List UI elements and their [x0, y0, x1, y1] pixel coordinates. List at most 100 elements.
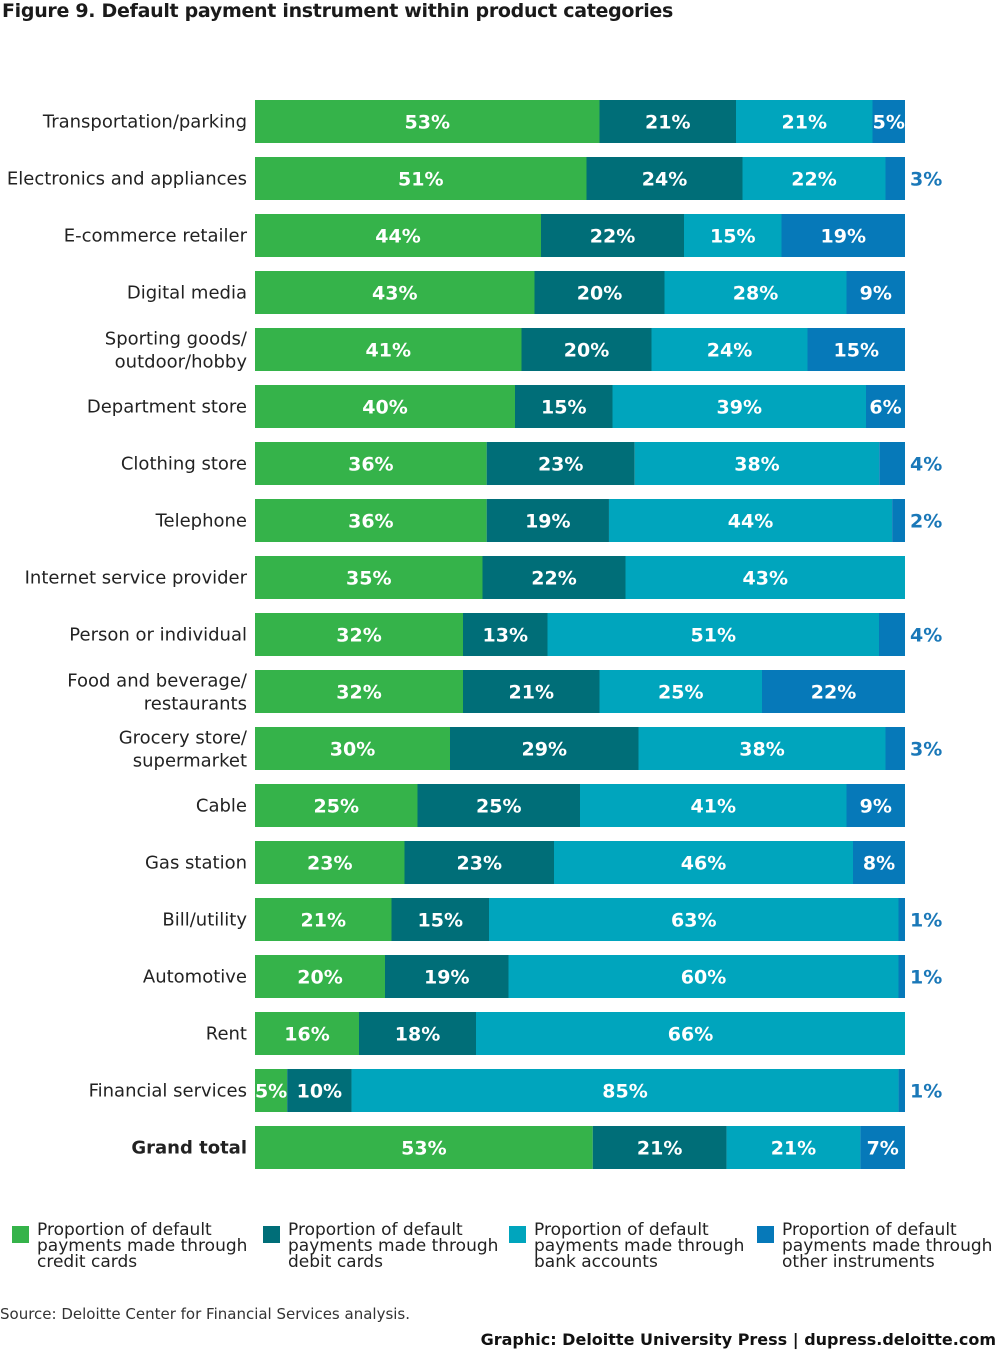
data-label-clothing-store-s0: 36%	[348, 454, 393, 476]
data-label-person-or-individual-s2: 51%	[691, 625, 736, 647]
bar-segment-sporting-goods-outdoor-hobby-s2	[651, 328, 808, 371]
data-label-cable-s2: 41%	[691, 796, 736, 818]
bar-segment-telephone-s2	[608, 499, 893, 542]
bar-segment-cable-s3	[846, 784, 905, 827]
data-label-telephone-s2: 44%	[728, 511, 773, 533]
data-label-telephone-s3: 2%	[910, 511, 942, 533]
data-label-clothing-store-s3: 4%	[910, 454, 942, 476]
legend-label-credit-cards: Proportion of default payments made thro…	[37, 1220, 248, 1272]
data-label-department-store-s0: 40%	[362, 397, 407, 419]
bar-segment-clothing-store-s3	[879, 442, 905, 485]
category-label-sporting-goods-outdoor-hobby: Sporting goods/outdoor/hobby	[105, 329, 248, 373]
category-label-person-or-individual: Person or individual	[69, 625, 247, 646]
data-label-department-store-s1: 15%	[541, 397, 586, 419]
bar-segment-grocery-store-supermarket-s0	[255, 727, 450, 770]
legend-label-other-instruments: Proportion of default payments made thro…	[782, 1220, 993, 1272]
legend-swatch-credit-cards	[12, 1226, 29, 1243]
data-label-automotive-s2: 60%	[681, 967, 726, 989]
bar-segment-automotive-s3	[898, 955, 905, 998]
bar-segment-rent-s0	[255, 1012, 359, 1055]
data-label-e-commerce-retailer-s2: 15%	[710, 226, 755, 248]
bar-segment-e-commerce-retailer-s0	[255, 214, 541, 257]
bar-segment-person-or-individual-s3	[879, 613, 905, 656]
bar-segment-financial-services-s2	[351, 1069, 899, 1112]
data-label-financial-services-s2: 85%	[602, 1081, 647, 1103]
data-label-digital-media-s3: 9%	[860, 283, 892, 305]
bar-segment-internet-service-provider-s0	[255, 556, 483, 599]
bar-segment-bill-utility-s1	[391, 898, 489, 941]
bar-segment-e-commerce-retailer-s1	[541, 214, 684, 257]
data-label-bill-utility-s2: 63%	[671, 910, 716, 932]
data-label-sporting-goods-outdoor-hobby-s2: 24%	[707, 340, 752, 362]
bar-segment-transportation-parking-s1	[599, 100, 736, 143]
bar-segment-electronics-and-appliances-s2	[742, 157, 886, 200]
data-label-grocery-store-supermarket-s2: 38%	[739, 739, 784, 761]
data-label-grocery-store-supermarket-s0: 30%	[330, 739, 375, 761]
bar-segment-clothing-store-s0	[255, 442, 487, 485]
data-label-transportation-parking-s3: 5%	[873, 112, 905, 134]
data-label-rent-s1: 18%	[395, 1024, 440, 1046]
bar-segment-grand-total-s3	[860, 1126, 905, 1169]
bar-segment-bill-utility-s2	[489, 898, 899, 941]
data-label-bill-utility-s3: 1%	[910, 910, 942, 932]
data-label-bill-utility-s1: 15%	[418, 910, 463, 932]
bar-segment-e-commerce-retailer-s2	[684, 214, 782, 257]
bar-segment-financial-services-s0	[255, 1069, 288, 1112]
data-label-e-commerce-retailer-s1: 22%	[590, 226, 635, 248]
bar-segment-cable-s0	[255, 784, 418, 827]
data-label-department-store-s2: 39%	[717, 397, 762, 419]
data-label-grand-total-s1: 21%	[637, 1138, 682, 1160]
data-label-gas-station-s0: 23%	[307, 853, 352, 875]
data-label-electronics-and-appliances-s1: 24%	[642, 169, 687, 191]
legend-swatch-bank-accounts	[509, 1226, 526, 1243]
data-label-grand-total-s3: 7%	[867, 1138, 899, 1160]
category-label-financial-services: Financial services	[89, 1081, 247, 1102]
category-label-e-commerce-retailer: E-commerce retailer	[64, 226, 248, 247]
bar-segment-transportation-parking-s3	[872, 100, 905, 143]
bar-segment-clothing-store-s2	[634, 442, 880, 485]
bar-segment-cable-s2	[580, 784, 847, 827]
data-label-sporting-goods-outdoor-hobby-s0: 41%	[366, 340, 411, 362]
bar-segment-rent-s2	[476, 1012, 905, 1055]
legend-item-bank-accounts: Proportion of default payments made thro…	[509, 1222, 764, 1271]
legend-swatch-debit-cards	[263, 1226, 280, 1243]
bar-segment-automotive-s1	[385, 955, 509, 998]
legend-item-credit-cards: Proportion of default payments made thro…	[12, 1220, 267, 1272]
data-label-sporting-goods-outdoor-hobby-s3: 15%	[834, 340, 879, 362]
bar-segment-transportation-parking-s2	[736, 100, 873, 143]
bar-segment-food-and-beverage-restaurants-s2	[599, 670, 762, 713]
category-label-rent: Rent	[206, 1024, 247, 1045]
bar-segment-automotive-s0	[255, 955, 385, 998]
data-label-grand-total-s0: 53%	[401, 1138, 446, 1160]
data-label-rent-s2: 66%	[668, 1024, 713, 1046]
data-label-electronics-and-appliances-s3: 3%	[910, 169, 942, 191]
data-label-digital-media-s2: 28%	[733, 283, 778, 305]
category-label-gas-station: Gas station	[145, 853, 247, 874]
bar-segment-department-store-s3	[866, 385, 905, 428]
data-label-e-commerce-retailer-s3: 19%	[821, 226, 866, 248]
data-label-internet-service-provider-s0: 35%	[346, 568, 391, 590]
bar-segment-gas-station-s1	[404, 841, 554, 884]
bar-segment-person-or-individual-s0	[255, 613, 463, 656]
legend-item-other-instruments: Proportion of default payments made thro…	[757, 1220, 1000, 1272]
bar-segment-gas-station-s2	[554, 841, 853, 884]
data-label-electronics-and-appliances-s2: 22%	[791, 169, 836, 191]
data-label-grocery-store-supermarket-s3: 3%	[910, 739, 942, 761]
category-label-electronics-and-appliances: Electronics and appliances	[7, 169, 247, 190]
bar-segment-e-commerce-retailer-s3	[781, 214, 905, 257]
data-label-sporting-goods-outdoor-hobby-s1: 20%	[564, 340, 609, 362]
bar-segment-telephone-s3	[892, 499, 905, 542]
bar-segment-financial-services-s1	[287, 1069, 352, 1112]
bar-segment-automotive-s2	[508, 955, 899, 998]
data-label-cable-s0: 25%	[314, 796, 359, 818]
bar-segment-grocery-store-supermarket-s1	[450, 727, 639, 770]
bar-segment-bill-utility-s0	[255, 898, 392, 941]
legend-swatch-other-instruments	[757, 1226, 774, 1243]
data-label-bill-utility-s0: 21%	[301, 910, 346, 932]
bar-segment-sporting-goods-outdoor-hobby-s0	[255, 328, 522, 371]
bar-segment-grand-total-s1	[592, 1126, 727, 1169]
bar-segment-rent-s1	[359, 1012, 476, 1055]
data-label-telephone-s1: 19%	[525, 511, 570, 533]
bar-segment-digital-media-s0	[255, 271, 535, 314]
bar-segment-electronics-and-appliances-s3	[885, 157, 905, 200]
